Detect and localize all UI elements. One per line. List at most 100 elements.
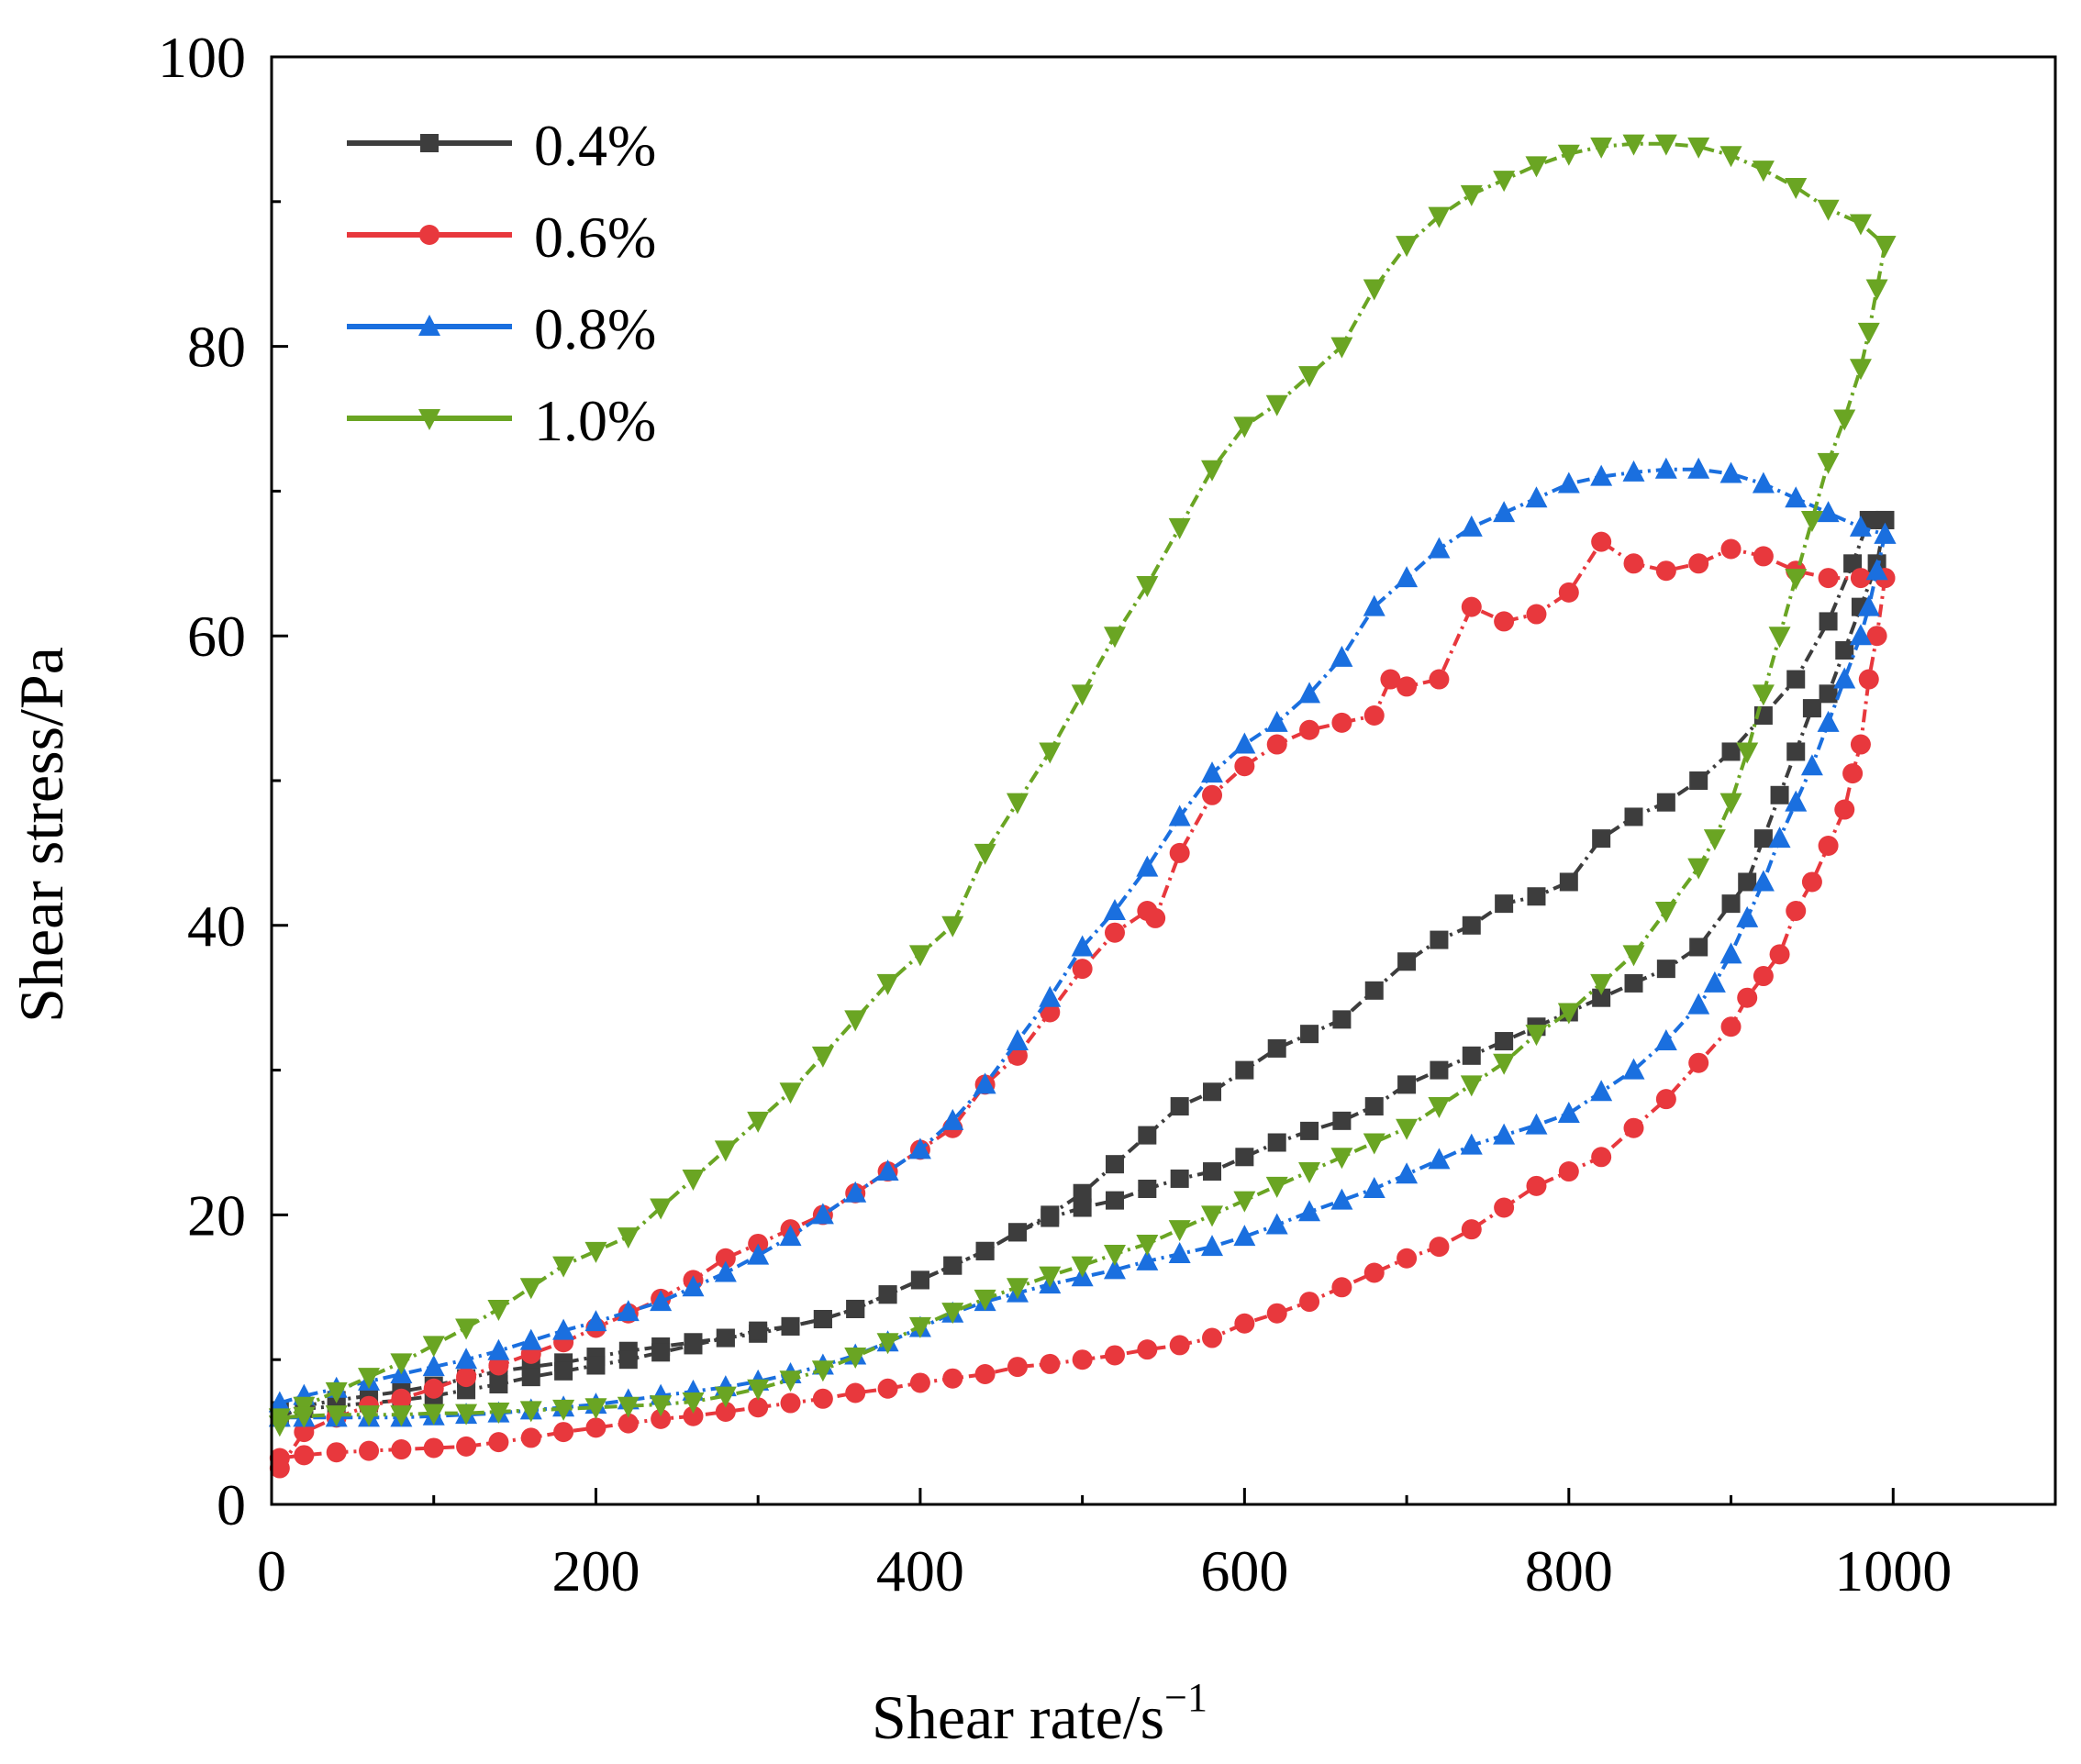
data-point-down-16 xyxy=(1590,1080,1613,1102)
data-point-down-22 xyxy=(1332,1111,1352,1130)
legend-marker-triangle-up xyxy=(418,315,440,336)
data-point-up-5 xyxy=(422,1336,445,1358)
data-point-down-23 xyxy=(1363,1262,1385,1283)
data-point-up-37 xyxy=(1462,915,1481,935)
data-point-down-23 xyxy=(1300,1121,1319,1140)
data-point-up-25 xyxy=(1071,935,1094,957)
data-point-up-33 xyxy=(1332,1010,1352,1029)
data-point-down-0 xyxy=(1874,522,1897,544)
data-point-down-51 xyxy=(455,1403,478,1426)
y-tick-label: 20 xyxy=(187,1182,246,1248)
data-point-up-27 xyxy=(1136,855,1159,877)
data-point-down-47 xyxy=(584,1398,607,1420)
data-point-up-6 xyxy=(456,1367,477,1388)
data-point-up-12 xyxy=(650,1198,673,1220)
data-point-up-40 xyxy=(1557,144,1580,166)
data-point-up-26 xyxy=(1104,922,1125,943)
data-point-down-53 xyxy=(390,1405,413,1427)
data-point-up-6 xyxy=(455,1348,478,1370)
data-point-down-11 xyxy=(1689,937,1708,957)
data-point-down-10 xyxy=(1736,905,1759,927)
data-point-down-21 xyxy=(1429,1237,1450,1258)
data-point-down-25 xyxy=(1298,1200,1321,1222)
data-point-down-40 xyxy=(749,1321,768,1340)
data-point-up-36 xyxy=(1428,537,1451,559)
data-point-up-42 xyxy=(1622,460,1645,482)
data-point-down-39 xyxy=(845,1382,866,1403)
data-point-down-3 xyxy=(1849,624,1872,646)
data-point-down-1 xyxy=(1866,626,1887,647)
data-point-down-34 xyxy=(1007,1357,1028,1378)
data-point-up-21 xyxy=(941,915,964,937)
data-point-up-1 xyxy=(294,1422,315,1443)
data-point-down-14 xyxy=(1654,902,1677,924)
data-point-down-44 xyxy=(683,1405,704,1426)
data-point-up-50 xyxy=(1818,568,1839,589)
data-point-down-20 xyxy=(1460,1075,1483,1097)
data-point-down-48 xyxy=(553,1422,574,1443)
data-point-up-32 xyxy=(1300,1025,1319,1044)
data-point-down-20 xyxy=(1397,1075,1417,1094)
data-point-down-24 xyxy=(1267,1133,1286,1152)
data-point-up-10 xyxy=(584,1310,607,1332)
x-tick-label: 600 xyxy=(1200,1538,1288,1603)
data-point-up-38 xyxy=(1493,171,1516,193)
data-point-down-5 xyxy=(1817,452,1840,474)
data-point-down-25 xyxy=(1299,1292,1320,1313)
data-point-up-22 xyxy=(974,843,996,865)
data-point-down-22 xyxy=(1396,1118,1419,1140)
x-tick-label: 200 xyxy=(551,1538,640,1603)
data-point-up-16 xyxy=(779,1082,802,1104)
data-point-down-41 xyxy=(779,1370,802,1392)
data-point-down-9 xyxy=(1752,870,1775,892)
data-point-down-18 xyxy=(1525,1113,1548,1135)
series-1.0% xyxy=(268,134,1897,1437)
series-0.6% xyxy=(269,531,1896,1479)
x-axis-title-text: Shear rate/s xyxy=(872,1682,1164,1752)
y-tick-label: 80 xyxy=(187,315,246,380)
data-point-up-43 xyxy=(1654,134,1677,156)
data-point-down-48 xyxy=(489,1375,508,1394)
data-point-down-36 xyxy=(941,1303,964,1325)
data-point-down-15 xyxy=(1623,1117,1644,1138)
data-point-down-34 xyxy=(943,1256,963,1275)
data-point-up-27 xyxy=(1138,1126,1157,1145)
data-point-down-4 xyxy=(1833,667,1856,689)
data-point-down-57 xyxy=(269,1448,290,1469)
data-point-down-38 xyxy=(877,1378,898,1399)
data-point-down-43 xyxy=(715,1402,736,1423)
data-point-down-28 xyxy=(1138,1179,1157,1198)
data-point-down-1 xyxy=(1865,559,1888,581)
data-point-down-14 xyxy=(1655,1089,1676,1110)
series-line-down xyxy=(279,534,1887,1420)
x-tick-label: 1000 xyxy=(1834,1538,1952,1603)
data-point-down-5 xyxy=(1802,699,1821,718)
data-point-down-44 xyxy=(682,1392,705,1414)
data-point-down-0 xyxy=(1875,510,1895,529)
data-point-down-18 xyxy=(1526,1175,1547,1196)
data-point-down-21 xyxy=(1428,1148,1451,1170)
x-tick-label: 0 xyxy=(257,1538,286,1603)
data-point-up-39 xyxy=(1461,596,1482,617)
data-point-down-14 xyxy=(1654,1029,1677,1051)
data-point-up-45 xyxy=(1719,146,1742,168)
data-point-down-53 xyxy=(391,1439,412,1460)
data-point-down-26 xyxy=(1265,1213,1288,1235)
data-point-up-42 xyxy=(1624,807,1643,827)
data-point-down-11 xyxy=(1719,793,1742,815)
y-tick-label: 100 xyxy=(158,25,246,90)
data-point-up-25 xyxy=(1073,1183,1092,1203)
data-point-down-37 xyxy=(909,1372,930,1393)
data-point-up-44 xyxy=(1687,457,1710,479)
data-point-up-45 xyxy=(1721,742,1741,761)
data-point-down-15 xyxy=(1622,945,1645,967)
data-point-up-5 xyxy=(423,1378,444,1399)
data-point-up-34 xyxy=(1331,712,1352,733)
data-point-down-24 xyxy=(1330,1148,1353,1170)
data-point-up-35 xyxy=(1397,952,1417,971)
data-point-up-18 xyxy=(844,1010,867,1032)
data-point-up-19 xyxy=(876,973,899,995)
y-tick-label: 60 xyxy=(187,604,246,669)
data-point-up-41 xyxy=(1526,604,1547,625)
data-point-down-33 xyxy=(1040,1353,1061,1374)
